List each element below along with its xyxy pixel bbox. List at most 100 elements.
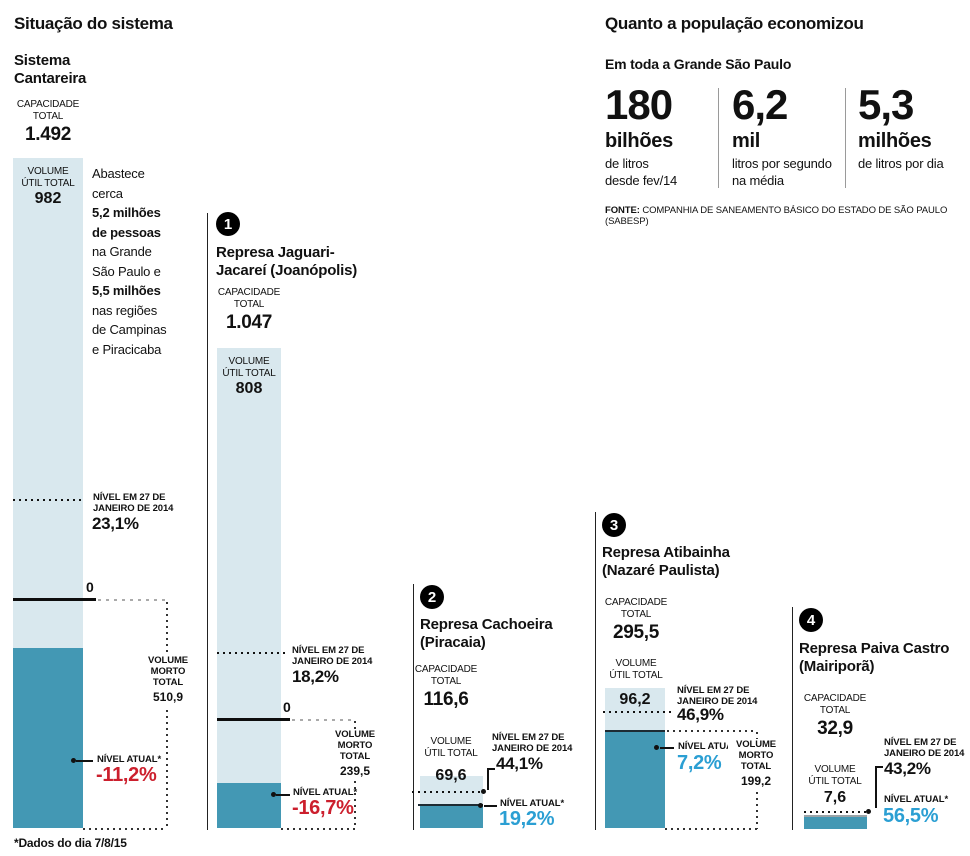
separator-2 <box>413 584 414 830</box>
reservoir-4-connector-h <box>875 766 883 768</box>
stat-divider-1 <box>718 88 719 188</box>
system-current-level-dot <box>71 758 76 763</box>
reservoir-1-volume-util-bar <box>217 348 281 783</box>
system-volume-morto-vline <box>166 602 168 829</box>
reservoir-2-level-2014-dot <box>481 789 486 794</box>
reservoir-1-current-level-dot <box>271 792 276 797</box>
reservoir-1-volume-morto-bottomline <box>281 828 355 830</box>
system-name-line1: Sistema <box>14 52 71 69</box>
stat-3-desc: de litros por dia <box>858 156 944 171</box>
reservoir-4-level-2014-value: 43,2% <box>884 759 931 778</box>
reservoir-4-capacity-label: CAPACIDADE TOTAL <box>803 693 867 716</box>
reservoir-4-level-2014-dot <box>866 809 871 814</box>
separator-3 <box>595 512 596 830</box>
stat-2-value: 6,2 <box>732 81 788 128</box>
source-line: FONTE: COMPANHIA DE SANEAMENTO BÁSICO DO… <box>605 205 965 227</box>
reservoir-2-volume-util-value: 69,6 <box>435 767 467 784</box>
reservoir-3-capacity-value: 295,5 <box>612 622 660 643</box>
reservoir-1-current-level-tick <box>276 794 290 796</box>
source-text: COMPANHIA DE SANEAMENTO BÁSICO DO ESTADO… <box>605 205 948 227</box>
system-level-2014-value: 23,1% <box>92 514 139 533</box>
reservoir-1-level-2014-line <box>217 652 288 654</box>
reservoir-3-current-level-label: NÍVEL ATUAL* <box>678 741 743 752</box>
system-volume-morto-value: 510,9 <box>152 690 184 704</box>
reservoir-1-zero-extension-dash <box>292 719 354 721</box>
badge-3: 3 <box>602 513 626 537</box>
reservoir-1-volume-morto-value: 239,5 <box>339 764 371 778</box>
reservoir-2-current-level-dot <box>478 803 483 808</box>
reservoir-4-name: Represa Paiva Castro (Mairiporã) <box>799 640 950 675</box>
reservoir-2-capacity-label: CAPACIDADE TOTAL <box>414 664 478 687</box>
reservoir-4-volume-util-label: VOLUME ÚTIL TOTAL <box>808 764 862 787</box>
right-section-subtitle: Em toda a Grande São Paulo <box>605 56 792 72</box>
right-section-title: Quanto a população economizou <box>605 14 864 33</box>
reservoir-3-current-level-line <box>605 730 665 732</box>
reservoir-1-current-level-bar <box>217 783 281 828</box>
reservoir-3-current-level-tick <box>660 747 674 749</box>
system-current-level-value: -11,2% <box>96 764 157 786</box>
system-current-level-label: NÍVEL ATUAL* <box>97 754 162 765</box>
separator-4 <box>792 607 793 830</box>
reservoir-1-volume-morto-label: VOLUME MORTO TOTAL 239,5 <box>327 729 383 780</box>
reservoir-4-level-2014-label: NÍVEL EM 27 DE JANEIRO DE 2014 <box>884 737 965 759</box>
reservoir-2-name: Represa Cachoeira (Piracaia) <box>420 616 553 651</box>
reservoir-3-current-level-dot <box>654 745 659 750</box>
reservoir-1-volume-util-label: VOLUME ÚTIL TOTAL <box>222 356 276 379</box>
reservoir-1-capacity-value: 1.047 <box>225 312 273 333</box>
system-zero-label: 0 <box>86 579 94 595</box>
reservoir-1-current-level-label: NÍVEL ATUAL* <box>293 787 358 798</box>
stat-3-value: 5,3 <box>858 81 914 128</box>
system-current-level-bar <box>13 648 83 828</box>
stat-divider-2 <box>845 88 846 188</box>
system-capacity-label: CAPACIDADE TOTAL <box>16 99 80 122</box>
reservoir-1-current-level-value: -16,7% <box>292 797 354 819</box>
reservoir-1-zero-label: 0 <box>283 699 291 715</box>
stat-2-unit: mil <box>732 130 760 152</box>
reservoir-3-volume-util-bar <box>605 688 665 731</box>
reservoir-3-level-2014-label: NÍVEL EM 27 DE JANEIRO DE 2014 <box>677 685 758 707</box>
reservoir-2-level-2014-label: NÍVEL EM 27 DE JANEIRO DE 2014 <box>492 732 573 754</box>
stat-1-desc: de litros desde fev/14 <box>605 156 678 188</box>
reservoir-4-current-level-label: NÍVEL ATUAL* <box>884 794 949 805</box>
reservoir-1-capacity-label: CAPACIDADE TOTAL <box>217 287 281 310</box>
system-description: Abastece cerca 5,2 milhões de pessoas na… <box>92 166 167 357</box>
reservoir-2-current-level-tick <box>484 805 497 807</box>
reservoir-3-level-2014-line <box>603 711 673 713</box>
badge-1: 1 <box>216 212 240 236</box>
left-section-title: Situação do sistema <box>14 14 173 33</box>
reservoir-3-volume-util-value: 96,2 <box>619 691 651 708</box>
reservoir-2-connector-v <box>487 768 489 790</box>
system-capacity-value: 1.492 <box>24 124 72 145</box>
system-volume-morto-label: VOLUME MORTO TOTAL 510,9 <box>139 655 197 706</box>
stat-2-desc: litros por segundo na média <box>732 156 832 188</box>
reservoir-4-current-level-value: 56,5% <box>883 805 939 827</box>
reservoir-3-name: Represa Atibainha (Nazaré Paulista) <box>602 544 730 579</box>
footnote: *Dados do dia 7/8/15 <box>14 836 127 850</box>
reservoir-2-connector-h <box>487 768 495 770</box>
reservoir-2-volume-util-bar <box>420 776 483 805</box>
reservoir-3-capacity-label: CAPACIDADE TOTAL <box>604 597 668 620</box>
reservoir-3-volume-morto-topline <box>667 730 757 732</box>
reservoir-1-volume-util-value: 808 <box>235 380 263 397</box>
reservoir-3-level-2014-value: 46,9% <box>677 705 724 724</box>
reservoir-2-current-level-line <box>418 804 483 806</box>
reservoir-2-capacity-value: 116,6 <box>423 689 469 710</box>
source-label: FONTE: <box>605 205 640 216</box>
reservoir-1-name: Represa Jaguari- Jacareí (Joanópolis) <box>216 244 358 279</box>
reservoir-3-volume-morto-label: VOLUME MORTO TOTAL 199,2 <box>728 739 784 790</box>
reservoir-3-volume-morto-bottomline <box>665 828 757 830</box>
reservoir-4-current-level-bar <box>804 817 867 829</box>
system-volume-util-label: VOLUME ÚTIL TOTAL <box>21 166 75 189</box>
reservoir-3-current-level-value: 7,2% <box>677 752 722 774</box>
system-volume-util-bar <box>13 158 83 648</box>
badge-4: 4 <box>799 608 823 632</box>
system-level-2014-label: NÍVEL EM 27 DE JANEIRO DE 2014 <box>93 492 174 514</box>
system-name: Sistema Cantareira <box>14 52 86 88</box>
stat-1-unit: bilhões <box>605 130 673 152</box>
reservoir-4-capacity-value: 32,9 <box>817 718 853 739</box>
separator-1 <box>207 213 208 830</box>
badge-2: 2 <box>420 585 444 609</box>
system-level-2014-line <box>13 499 85 501</box>
reservoir-2-current-level-label: NÍVEL ATUAL* <box>500 798 565 809</box>
